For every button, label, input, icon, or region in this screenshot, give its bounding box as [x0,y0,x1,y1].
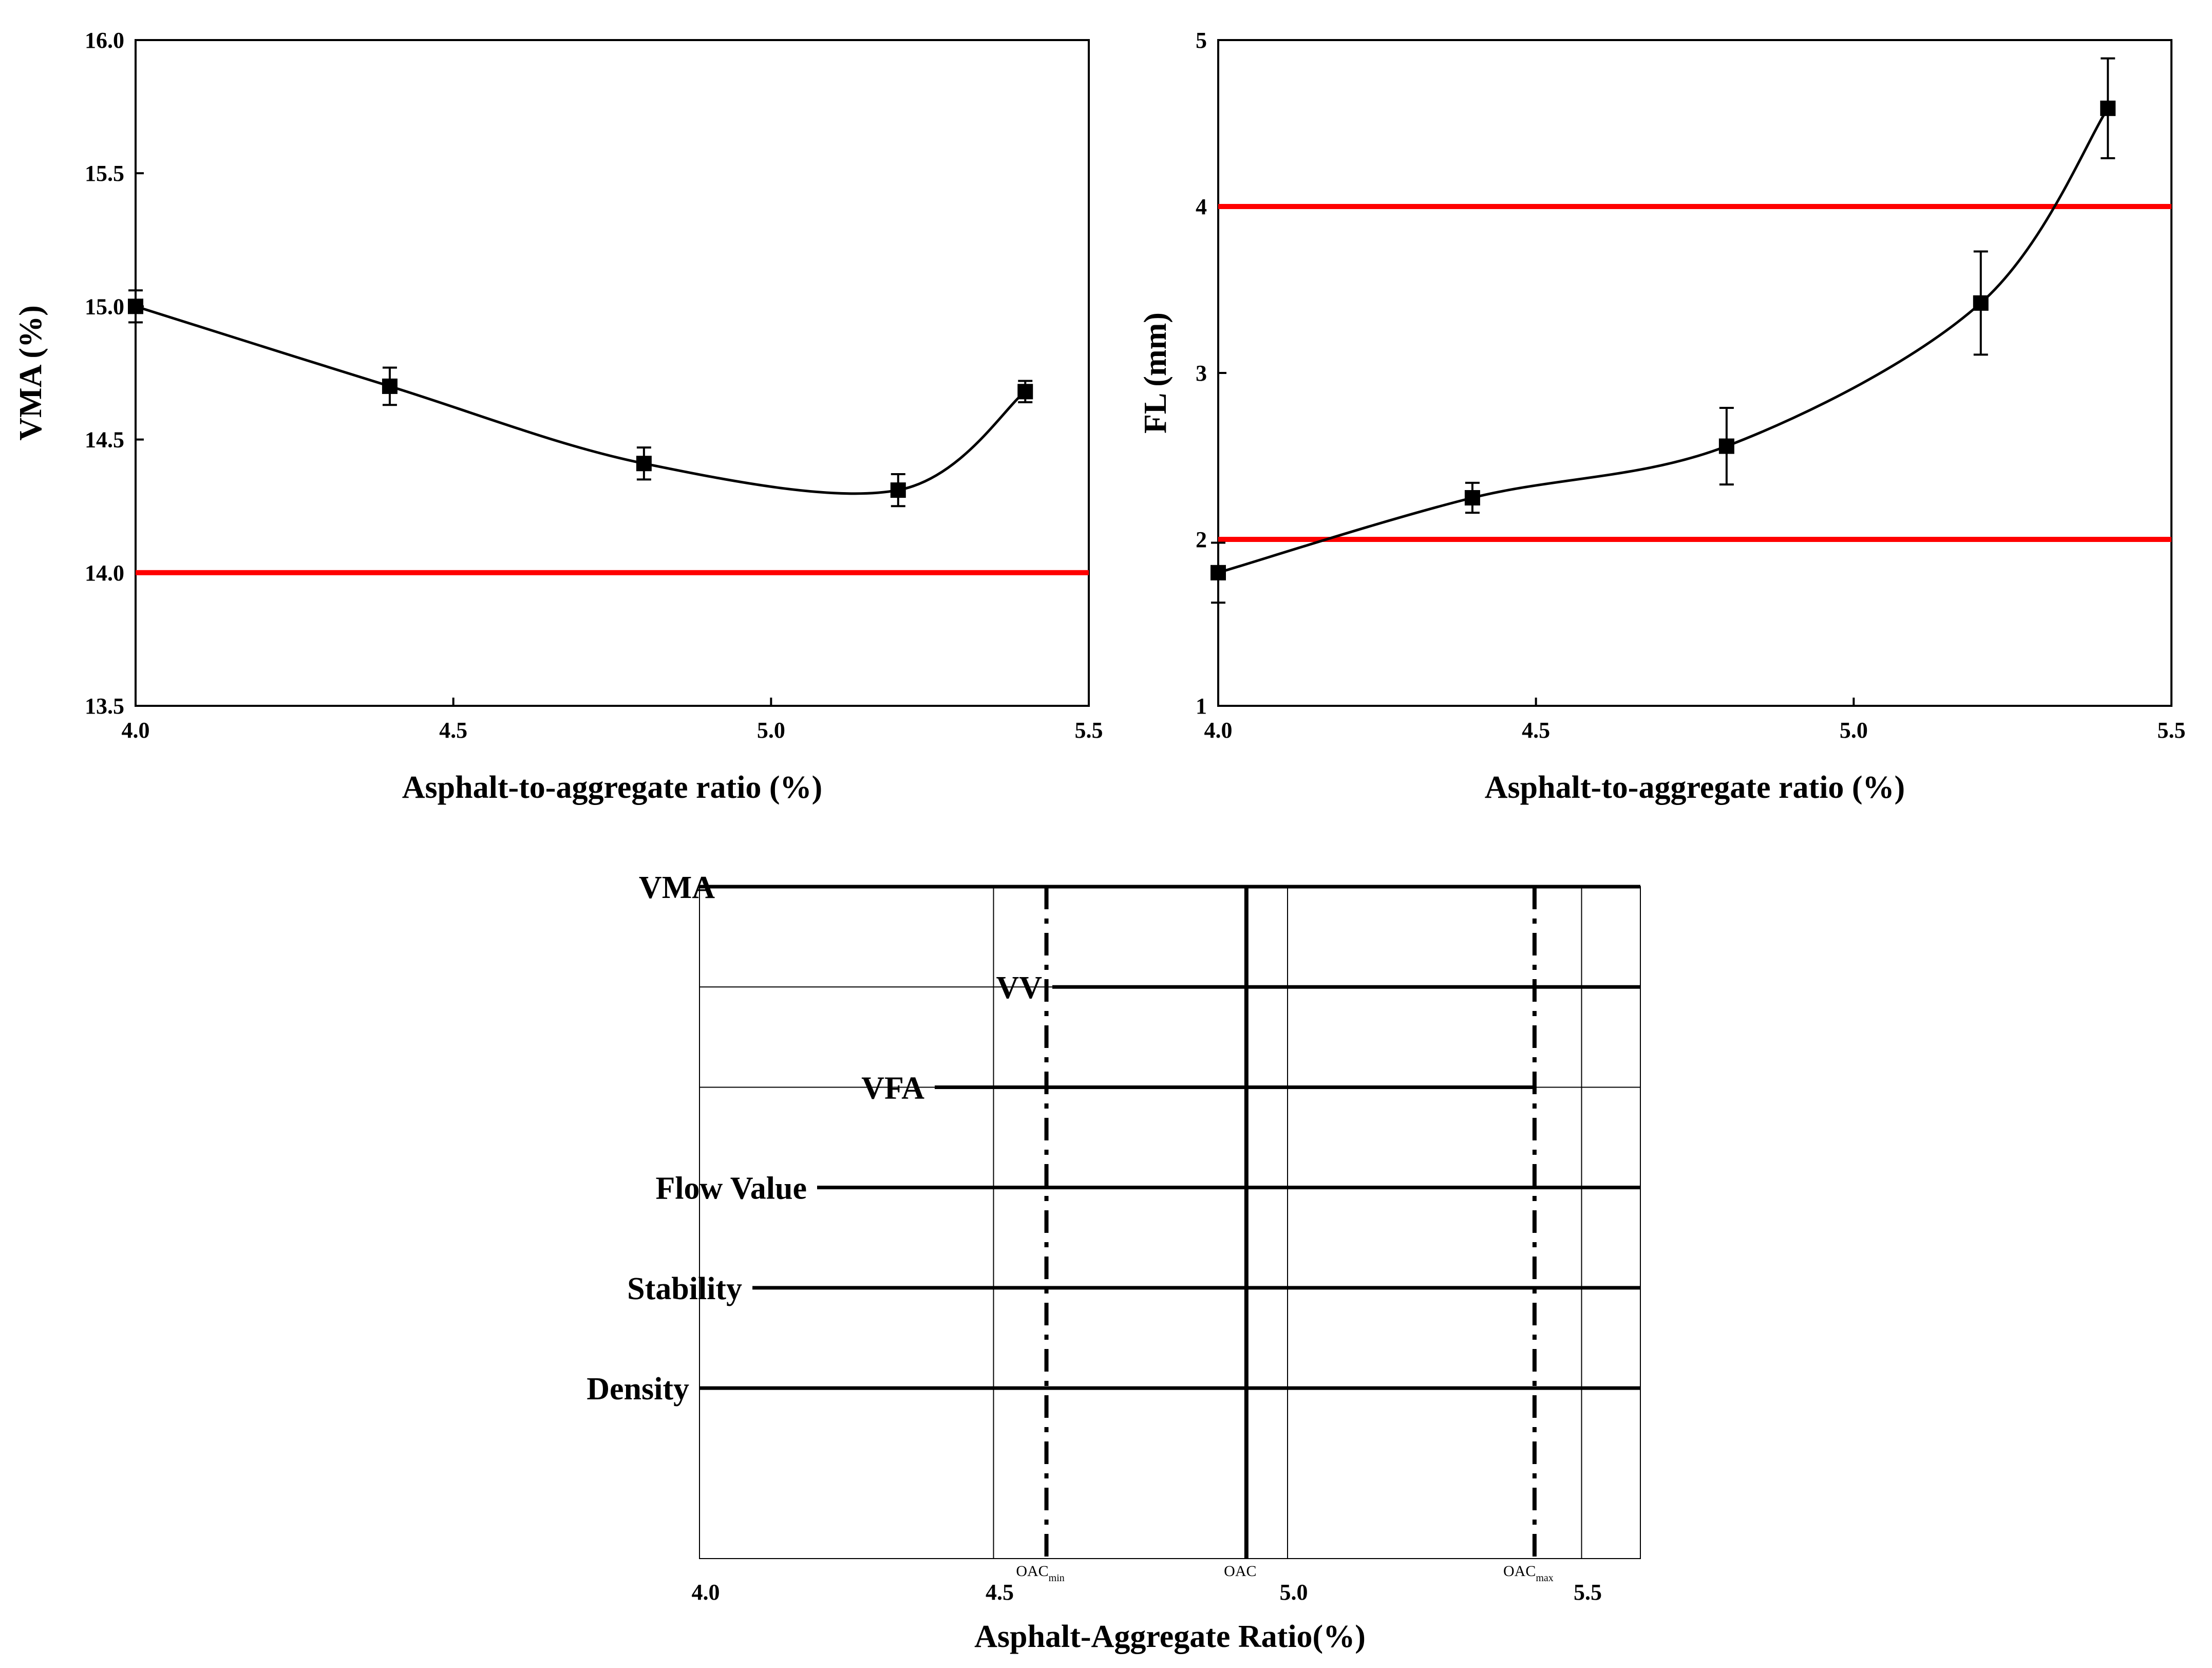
fl-y-tick-label: 3 [1196,361,1207,386]
fl-x-tick-label: 4.5 [1522,718,1550,743]
fl-data-point [2100,100,2116,116]
oac-x-axis-title: Asphalt-Aggregate Ratio(%) [974,1619,1366,1654]
oac-x-tick-label: 4.5 [986,1580,1014,1605]
vma-x-tick-label: 5.5 [1075,718,1103,743]
vma-y-tick-label: 14.5 [85,427,124,453]
vma-y-axis-title: VMA (%) [13,305,48,440]
vma-data-point [1017,384,1033,400]
fl-plot-frame [1217,39,2172,707]
vma-data-point [890,482,906,498]
vma-data-point [382,378,398,394]
oac-x-tick-label: 5.5 [1574,1580,1602,1605]
oac-markers: OACmin OAC OACmax [1016,887,1554,1584]
oac-range-label: VFA [861,1071,924,1105]
vma-fit-curve [135,305,1026,495]
oac-range-label: Density [587,1372,689,1407]
fl-y-axis-title: FL (mm) [1138,312,1173,434]
oac-x-tick-label: 4.0 [692,1580,720,1605]
oac-x-tick-label: 5.0 [1280,1580,1308,1605]
fl-fit-curve [1218,107,2109,574]
vma-data-point [636,456,652,472]
fl-y-tick-label: 4 [1196,194,1207,219]
fl-x-tick-label: 5.0 [1840,718,1868,743]
fl-y-tick-label: 1 [1196,694,1207,719]
vma-y-tick-label: 13.5 [85,694,124,719]
fl-x-tick-label: 5.5 [2158,718,2186,743]
vma-y-ticks: 13.5 14.0 14.5 15.0 15.5 16.0 [85,28,144,719]
oac-range-chart: VMA VV VFA Flow Value Stability Density OACmi… [587,870,1641,1654]
oac-range-label: VV [996,970,1042,1005]
vma-plot-frame [135,39,1090,707]
fl-data-point [1211,565,1226,580]
vma-x-tick-label: 5.0 [757,718,785,743]
vma-data-point [128,298,143,314]
vma-series [128,289,1033,508]
vma-y-tick-label: 15.0 [85,294,124,319]
vma-y-tick-label: 15.5 [85,161,124,186]
oac-range-label: Stability [627,1271,742,1306]
oac-marker-label: OAC [1224,1563,1256,1580]
vma-chart: 4.0 4.5 5.0 5.5 13.5 14.0 14.5 15.0 15.5 16.0 As… [13,28,1103,805]
oac-ranges: VMA VV VFA Flow Value Stability Density [587,870,1640,1407]
vma-x-tick-label: 4.0 [122,718,150,743]
fl-y-tick-label: 5 [1196,28,1207,53]
fl-reference-lines [1218,204,2171,542]
oac-range-label: Flow Value [655,1171,807,1206]
vma-x-axis-title: Asphalt-to-aggregate ratio (%) [402,770,822,805]
vma-x-tick-label: 4.5 [439,718,467,743]
fl-data-point [1464,490,1480,505]
fl-chart: 4.0 4.5 5.0 5.5 1 2 3 4 5 Asphalt-to-aggregate … [1138,28,2186,805]
fl-series [1211,57,2116,604]
oac-x-ticks: 4.0 4.5 5.0 5.5 [692,1580,1602,1605]
vma-y-tick-label: 16.0 [85,28,124,53]
fl-x-tick-label: 4.0 [1204,718,1233,743]
oac-marker-label: OACmin [1016,1563,1064,1584]
vma-x-ticks: 4.0 4.5 5.0 5.5 [122,698,1103,743]
fl-data-point [1718,438,1734,454]
oac-marker-label: OACmax [1503,1563,1554,1584]
fl-x-axis-title: Asphalt-to-aggregate ratio (%) [1485,770,1905,805]
fl-x-ticks: 4.0 4.5 5.0 5.5 [1204,698,2186,743]
fl-y-tick-label: 2 [1196,527,1207,552]
oac-range-label: VMA [639,870,715,905]
fl-y-ticks: 1 2 3 4 5 [1196,28,1226,719]
vma-y-tick-label: 14.0 [85,560,124,586]
fl-data-point [1973,295,1989,311]
